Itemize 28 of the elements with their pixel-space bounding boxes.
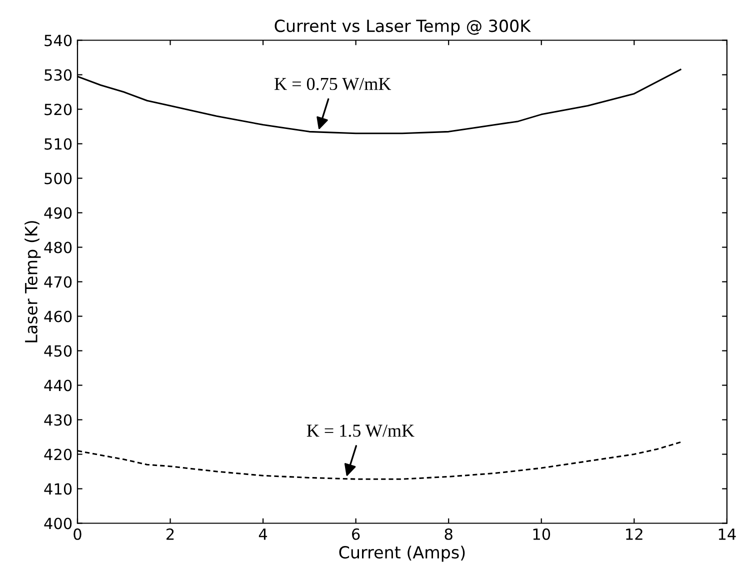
x-tick-label: 14: [718, 528, 736, 540]
x-tick-label: 0: [74, 528, 82, 540]
y-tick-label: 420: [44, 448, 72, 460]
x-tick-label: 10: [533, 528, 550, 540]
annotation: K = 1.5 W/mK: [306, 424, 414, 437]
y-tick-label: 410: [44, 483, 72, 495]
y-tick-label: 480: [44, 242, 72, 254]
y-tick-label: 450: [44, 345, 72, 357]
y-tick-label: 510: [44, 138, 72, 150]
x-tick-label: 6: [352, 528, 360, 540]
y-tick-label: 520: [44, 104, 72, 116]
y-tick-label: 470: [44, 276, 72, 288]
x-axis-title: Current (Amps): [339, 546, 465, 562]
y-tick-label: 460: [44, 310, 72, 322]
annotation: K = 0.75 W/mK: [274, 78, 392, 90]
y-tick-label: 540: [44, 34, 72, 46]
y-tick-label: 400: [44, 518, 72, 530]
x-tick-label: 4: [258, 528, 268, 540]
x-tick-label: 8: [444, 528, 452, 540]
y-tick-label: 490: [44, 207, 72, 219]
y-axis-title: Laser Temp (K): [24, 221, 41, 342]
x-tick-label: 12: [626, 528, 642, 540]
y-tick-label: 440: [44, 380, 72, 392]
chart-title: Current vs Laser Temp @ 300K: [274, 20, 531, 36]
y-tick-label: 430: [44, 414, 72, 426]
y-tick-label: 530: [44, 69, 72, 81]
y-tick-label: 500: [44, 172, 72, 184]
x-tick-label: 2: [166, 528, 174, 540]
